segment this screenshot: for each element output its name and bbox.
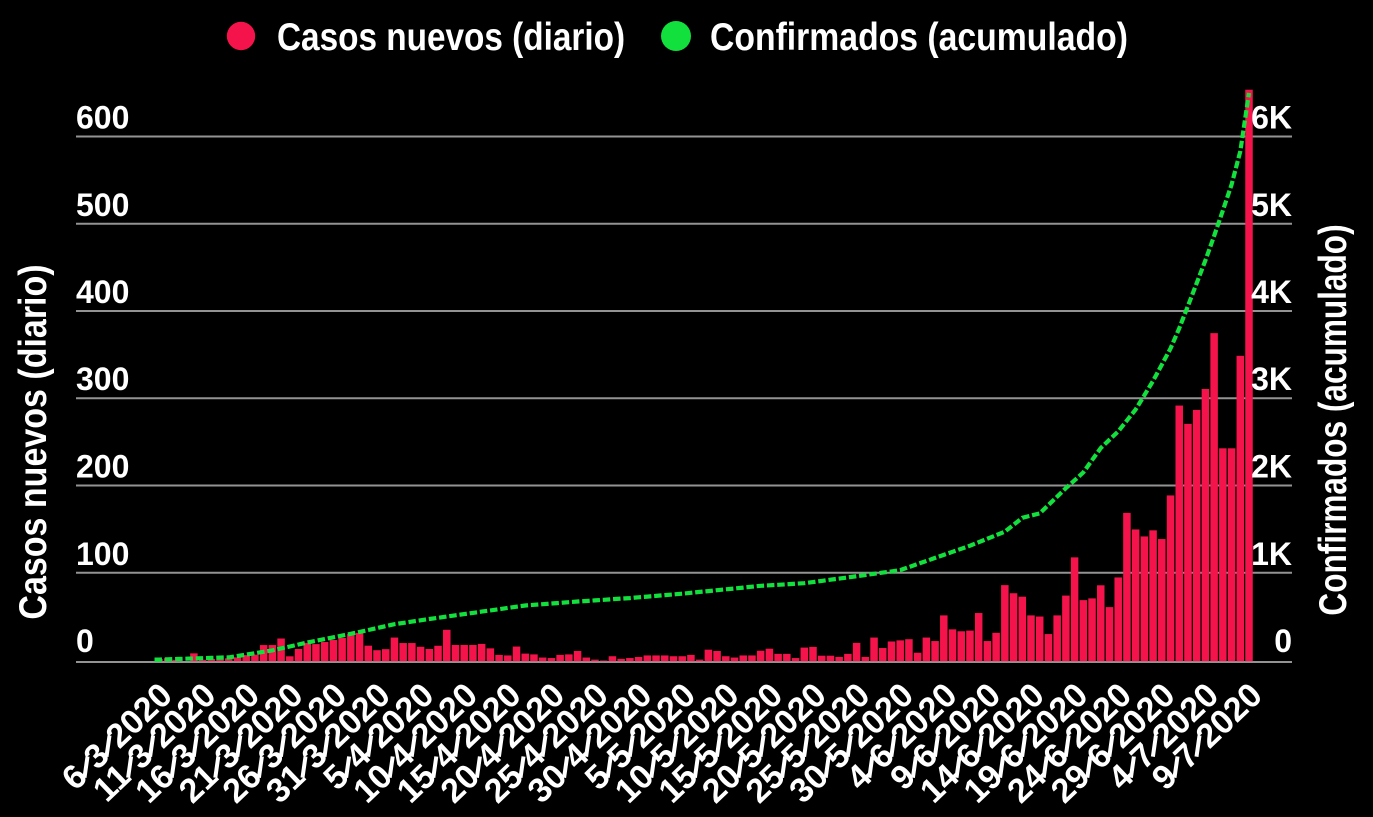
svg-text:4K: 4K [1251, 274, 1292, 310]
svg-text:Casos nuevos (diario): Casos nuevos (diario) [11, 264, 55, 619]
svg-text:Casos nuevos (diario): Casos nuevos (diario) [277, 15, 625, 59]
svg-text:0: 0 [76, 623, 94, 659]
svg-text:1K: 1K [1251, 536, 1292, 572]
svg-text:Confirmados (acumulado): Confirmados (acumulado) [1311, 224, 1355, 615]
svg-text:300: 300 [76, 361, 129, 397]
svg-text:400: 400 [76, 274, 129, 310]
svg-text:0: 0 [1274, 623, 1292, 659]
svg-text:5K: 5K [1251, 187, 1292, 223]
svg-text:3K: 3K [1251, 361, 1292, 397]
svg-text:500: 500 [76, 187, 129, 223]
svg-text:200: 200 [76, 449, 129, 485]
svg-text:600: 600 [76, 100, 129, 136]
svg-text:Confirmados (acumulado): Confirmados (acumulado) [710, 15, 1128, 59]
svg-text:2K: 2K [1251, 449, 1292, 485]
svg-text:100: 100 [76, 536, 129, 572]
svg-text:6K: 6K [1251, 100, 1292, 136]
